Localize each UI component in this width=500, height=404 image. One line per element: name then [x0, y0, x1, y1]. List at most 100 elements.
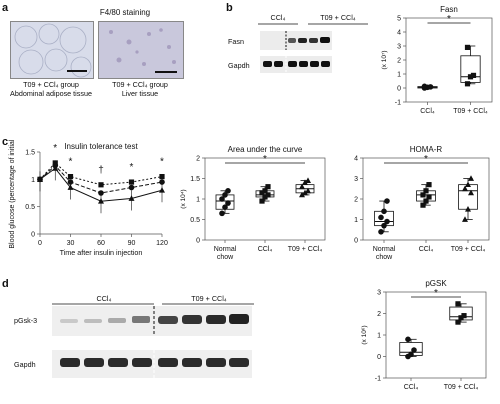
gapdh-row-label-b: Gapdh — [228, 61, 250, 70]
pgsk-blot-image — [52, 306, 252, 336]
auc-xtick-label: CCl₄ — [258, 246, 273, 253]
homa-box-2 — [458, 175, 478, 222]
homa-point — [423, 198, 429, 204]
fasn-box-0 — [417, 83, 438, 91]
fasn-ytick-label: 5 — [397, 16, 401, 23]
gapdh-blot-image-b — [260, 56, 332, 73]
homa-box-1 — [416, 182, 436, 208]
pgsk-ylabel: (x 10⁶) — [361, 325, 368, 344]
liver-caption-group: T09 + CCl₄ group — [112, 80, 168, 89]
auc-xtick-label: T09 + CCl₄ — [288, 246, 323, 253]
auc-point — [265, 184, 271, 190]
pgsk-blot-lines — [52, 303, 254, 305]
auc-title: Area under the curve — [228, 145, 303, 154]
homa-point — [426, 182, 432, 188]
fasn-blot-header: CCl₄ T09 + CCl₄ — [246, 13, 376, 23]
auc-ytick-label: 2 — [196, 156, 200, 163]
fasn-ytick-label: 1 — [397, 72, 401, 79]
itt-ytick-label: 1 — [31, 177, 35, 184]
itt-ytick-label: 1.5 — [25, 150, 35, 157]
auc-point — [219, 196, 225, 202]
itt-chart: Insulin tolerance test 0 0.5 1 1.5 0 30 60 90 120… — [9, 140, 168, 257]
pgsk-bands — [60, 306, 249, 336]
homa-xtick-label-line: chow — [376, 254, 393, 261]
auc-point — [302, 189, 308, 196]
auc-point — [299, 183, 305, 190]
itt-point — [128, 179, 135, 185]
auc-point — [305, 177, 311, 183]
liver-caption-tissue: Liver tissue — [121, 89, 159, 98]
pgsk-box-1 — [449, 301, 473, 325]
itt-point — [159, 174, 165, 180]
adipose-texture — [14, 23, 92, 78]
adipose-caption-group: T09 + CCl₄ group — [23, 80, 79, 89]
fasn-point — [470, 72, 477, 78]
liver-texture — [109, 28, 177, 73]
homa-title: HOMA-R — [410, 145, 443, 154]
auc-xtick-label-line: chow — [217, 254, 234, 261]
homa-point — [378, 229, 384, 235]
homa-point — [468, 175, 474, 181]
itt-ytick-label: 0 — [31, 232, 35, 239]
itt-point — [52, 165, 59, 171]
itt-title: Insulin tolerance test — [64, 142, 138, 151]
pgsk-point — [458, 315, 464, 321]
itt-annotation: * — [160, 157, 164, 168]
itt-point — [37, 176, 43, 182]
homa-point — [384, 218, 390, 225]
pgsk-row-label: pGsk-3 — [14, 316, 38, 325]
auc-point — [262, 194, 268, 200]
panel-label-a: a — [2, 2, 9, 14]
fasn-ytick-label: 4 — [397, 30, 401, 37]
homa-ytick-label: 1 — [354, 217, 358, 224]
pgsk-ytick-label: 2 — [377, 311, 381, 318]
homa-sig-label: * — [424, 154, 428, 165]
pgsk-point — [411, 347, 417, 353]
fasn-xtick-label: CCl₄ — [420, 108, 435, 115]
auc-point — [225, 200, 231, 206]
itt-point — [67, 174, 74, 180]
homa-point — [384, 198, 390, 204]
fasn-point — [464, 81, 471, 87]
fasn-ytick-label: 0 — [397, 86, 401, 93]
auc-point — [299, 191, 305, 198]
fasn-blot-image — [260, 31, 332, 50]
auc-chart: Area under the curve 0 0.5 1 1.5 2 (x 10⁴) Norm… — [180, 145, 326, 261]
pgsk-xtick-label: CCl₄ — [404, 384, 419, 391]
itt-point — [98, 182, 104, 188]
homa-point — [381, 222, 387, 229]
auc-xtick-label-line: Normal — [214, 246, 237, 253]
homa-point — [426, 194, 432, 200]
itt-point — [98, 190, 104, 196]
auc-point — [302, 179, 308, 185]
itt-point — [128, 195, 135, 201]
fasn-ylabel: (x 10⁷) — [381, 51, 388, 70]
fasn-point — [464, 44, 471, 50]
adipose-caption-tissue: Abdominal adipose tissue — [10, 89, 92, 98]
pgsk-chart: pGSK -1 0 1 2 3 (x 10⁶) CCl₄ T09 + CCl₄ * — [361, 279, 487, 391]
auc-point — [219, 210, 225, 217]
fasn-sig-label: * — [447, 14, 451, 25]
itt-series-line — [39, 164, 163, 194]
itt-xtick-label: 0 — [38, 240, 42, 247]
fasn-point — [467, 74, 474, 80]
homa-point — [462, 216, 468, 222]
pgsk-ytick-label: 0 — [377, 354, 381, 361]
fasn-ytick-label: -1 — [395, 100, 401, 107]
homa-ytick-label: 2 — [354, 197, 358, 204]
pgsk-point — [455, 319, 461, 325]
auc-point — [225, 188, 231, 194]
auc-point — [265, 192, 271, 198]
homa-point — [465, 181, 471, 188]
itt-ytick-label: 0.5 — [25, 204, 35, 211]
staining-title: F4/80 staining — [99, 8, 151, 17]
homa-xtick-label-line: Normal — [373, 246, 396, 253]
homa-box-0 — [374, 198, 394, 235]
panel-label-d: d — [2, 278, 9, 290]
itt-xtick-label: 90 — [128, 240, 136, 247]
itt-annotation: * — [130, 162, 134, 173]
auc-sig-label: * — [263, 154, 267, 165]
homa-point — [462, 185, 468, 192]
itt-point — [159, 179, 165, 185]
pgsk-ytick-label: 1 — [377, 333, 381, 340]
